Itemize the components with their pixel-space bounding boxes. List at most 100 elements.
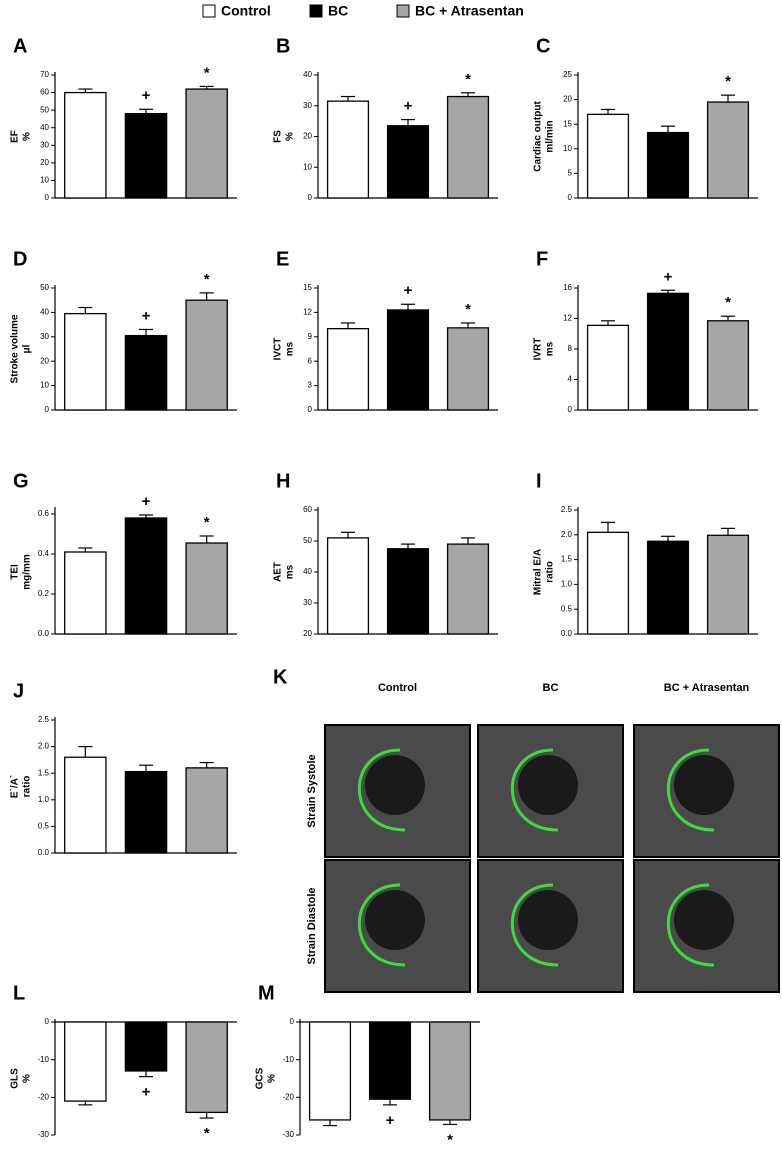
y-tick-label: 60 bbox=[303, 505, 312, 514]
y-tick-label: 0 bbox=[45, 405, 50, 414]
significance-mark: + bbox=[142, 307, 151, 324]
y-tick-label: 20 bbox=[303, 132, 312, 141]
echo-cavity bbox=[365, 755, 425, 815]
y-tick-label: 40 bbox=[303, 70, 312, 79]
y-tick-label: 0 bbox=[308, 193, 313, 202]
panel-letter: C bbox=[536, 35, 550, 57]
y-tick-label: 8 bbox=[568, 344, 573, 353]
y-tick-label: 12 bbox=[563, 314, 572, 323]
y-tick-label: 0.2 bbox=[38, 589, 50, 598]
y-axis-label: FS bbox=[273, 130, 284, 143]
bar bbox=[368, 1021, 412, 1100]
y-tick-label: 0.4 bbox=[38, 549, 50, 558]
y-tick-label: -20 bbox=[282, 1092, 294, 1101]
bar bbox=[64, 91, 107, 199]
bar bbox=[124, 113, 168, 199]
y-axis-label: Mitral E/A bbox=[533, 549, 544, 595]
y-axis-label: E`/A` bbox=[10, 775, 21, 798]
y-tick-label: 16 bbox=[563, 283, 572, 292]
bar bbox=[386, 125, 430, 199]
bar bbox=[124, 517, 168, 635]
bar bbox=[386, 309, 430, 411]
bar bbox=[185, 542, 228, 635]
panel-letter: M bbox=[258, 982, 275, 1004]
y-tick-label: 20 bbox=[40, 158, 49, 167]
y-tick-label: 1.5 bbox=[561, 555, 573, 564]
row-header: Strain Diastole bbox=[306, 887, 318, 964]
strain-trace bbox=[666, 748, 715, 832]
y-tick-label: 40 bbox=[303, 567, 312, 576]
y-tick-label: -10 bbox=[37, 1055, 49, 1064]
panel-letter: E bbox=[276, 248, 289, 270]
y-tick-label: 0 bbox=[568, 405, 573, 414]
y-axis-label: ms bbox=[285, 564, 296, 579]
y-axis-label: % bbox=[285, 132, 296, 141]
y-tick-label: -30 bbox=[37, 1130, 49, 1139]
y-axis-label: IVCT bbox=[273, 338, 284, 361]
y-axis-label: AET bbox=[273, 562, 284, 582]
echo-cavity bbox=[365, 890, 425, 950]
y-tick-label: 12 bbox=[303, 308, 312, 317]
y-tick-label: -10 bbox=[282, 1055, 294, 1064]
echo-cavity bbox=[674, 755, 734, 815]
y-tick-label: 1.5 bbox=[38, 768, 50, 777]
y-tick-label: -30 bbox=[282, 1130, 294, 1139]
significance-mark: * bbox=[204, 1125, 210, 1142]
y-tick-label: 10 bbox=[563, 144, 572, 153]
significance-mark: * bbox=[725, 294, 731, 311]
column-header: BC + Atrasentan bbox=[664, 682, 750, 694]
bar bbox=[185, 88, 228, 199]
strain-trace bbox=[357, 883, 406, 967]
significance-mark: * bbox=[465, 71, 471, 88]
bar bbox=[446, 95, 490, 199]
significance-mark: * bbox=[204, 514, 210, 531]
legend-label: Control bbox=[221, 3, 271, 19]
legend-swatch bbox=[309, 4, 323, 18]
panel-letter: A bbox=[13, 35, 27, 57]
y-tick-label: 0 bbox=[308, 405, 313, 414]
bar bbox=[185, 299, 228, 411]
y-tick-label: 20 bbox=[303, 629, 312, 638]
legend-swatch bbox=[202, 4, 216, 18]
panel-letter: D bbox=[13, 248, 27, 270]
y-tick-label: 30 bbox=[40, 332, 49, 341]
y-axis-label: Stroke volume bbox=[10, 314, 21, 383]
y-axis-label: ms bbox=[285, 341, 296, 356]
bar bbox=[646, 540, 690, 635]
y-tick-label: 70 bbox=[40, 70, 49, 79]
y-tick-label: 4 bbox=[568, 375, 573, 384]
bar bbox=[446, 543, 490, 635]
panel-letter: K bbox=[273, 666, 288, 688]
y-tick-label: 20 bbox=[40, 356, 49, 365]
significance-mark: + bbox=[404, 98, 413, 115]
y-tick-label: 0.6 bbox=[38, 509, 50, 518]
bar bbox=[326, 328, 370, 411]
y-tick-label: 0.0 bbox=[38, 848, 50, 857]
y-tick-label: 30 bbox=[40, 140, 49, 149]
y-axis-label: ml/min bbox=[545, 120, 556, 152]
y-axis-label: ms bbox=[545, 341, 556, 356]
y-tick-label: 2.5 bbox=[38, 715, 50, 724]
significance-mark: + bbox=[404, 282, 413, 299]
column-header: Control bbox=[378, 682, 417, 694]
bar bbox=[326, 100, 370, 199]
bar bbox=[185, 767, 228, 854]
legend-label: BC + Atrasentan bbox=[415, 3, 524, 19]
bar bbox=[706, 320, 750, 411]
bar bbox=[706, 101, 750, 199]
echo-cavity bbox=[674, 890, 734, 950]
y-tick-label: 50 bbox=[303, 536, 312, 545]
strain-trace bbox=[510, 883, 559, 967]
y-axis-label: ratio bbox=[22, 776, 33, 798]
significance-mark: + bbox=[142, 1084, 151, 1101]
significance-mark: + bbox=[142, 87, 151, 104]
panel-letter: B bbox=[276, 35, 290, 57]
y-tick-label: 1.0 bbox=[38, 795, 50, 804]
bar bbox=[386, 548, 430, 635]
panel-letter: J bbox=[13, 680, 24, 702]
bar bbox=[646, 131, 690, 199]
y-axis-label: IVRT bbox=[533, 338, 544, 361]
bar bbox=[446, 327, 490, 411]
y-tick-label: 2.0 bbox=[561, 530, 573, 539]
y-tick-label: 3 bbox=[308, 381, 313, 390]
